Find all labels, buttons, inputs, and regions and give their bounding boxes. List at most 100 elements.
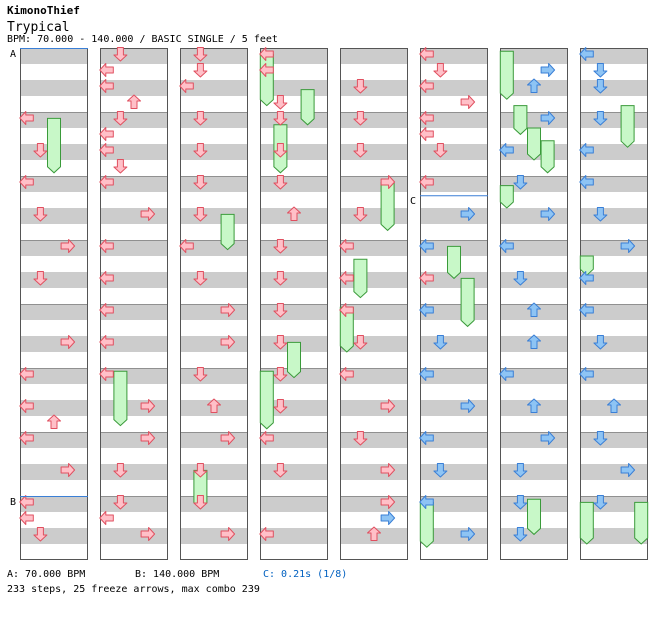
beat-stripe xyxy=(20,240,88,256)
column-border xyxy=(340,48,408,560)
beat-stripe xyxy=(420,336,488,352)
freeze-arrow xyxy=(499,185,514,209)
freeze-arrow xyxy=(47,117,61,174)
chart-stats: 233 steps, 25 freeze arrows, max combo 2… xyxy=(7,584,260,595)
left-arrow-note xyxy=(339,271,354,285)
beat-stripe xyxy=(420,80,488,96)
down-arrow-note xyxy=(353,143,368,158)
beat-stripe xyxy=(20,304,88,320)
beat-stripe xyxy=(580,304,648,320)
left-arrow-note xyxy=(179,239,194,253)
down-arrow-note xyxy=(273,335,288,350)
beat-stripe xyxy=(340,400,408,416)
song-title: Trypical xyxy=(7,20,70,35)
left-arrow-note xyxy=(99,303,114,317)
beat-stripe xyxy=(340,144,408,160)
left-arrow-note xyxy=(99,367,114,381)
right-arrow-note xyxy=(540,431,556,445)
left-arrow-note xyxy=(419,271,434,285)
beat-stripe xyxy=(100,48,168,64)
left-arrow-note xyxy=(259,527,274,541)
bpm-marker-b-label: B xyxy=(10,497,16,508)
left-arrow-note xyxy=(99,239,114,253)
down-arrow-note xyxy=(273,399,288,414)
down-arrow-note xyxy=(113,47,128,62)
column-border xyxy=(100,48,168,560)
down-arrow-note xyxy=(193,495,208,510)
left-arrow-note xyxy=(579,175,594,189)
freeze-arrow xyxy=(527,127,541,161)
column-border xyxy=(420,48,488,560)
beat-stripe xyxy=(20,432,88,448)
right-arrow-note xyxy=(540,111,556,125)
beat-stripe xyxy=(420,176,488,192)
freeze-arrow xyxy=(620,105,635,148)
down-arrow-note xyxy=(433,143,448,158)
freeze-arrow xyxy=(460,277,475,328)
beat-stripe xyxy=(580,464,648,480)
beat-stripe xyxy=(20,176,88,192)
right-arrow-note xyxy=(460,527,476,541)
left-arrow-note xyxy=(99,143,114,157)
down-arrow-note xyxy=(113,111,128,126)
beat-stripe xyxy=(100,176,168,192)
beat-stripe xyxy=(340,112,408,128)
left-arrow-note xyxy=(419,303,434,317)
up-arrow-note xyxy=(287,206,301,221)
beat-stripe xyxy=(20,48,88,64)
right-arrow-note xyxy=(140,207,156,221)
down-arrow-note xyxy=(513,463,528,478)
beat-stripe xyxy=(20,400,88,416)
right-arrow-note xyxy=(380,463,396,477)
right-arrow-note xyxy=(620,239,636,253)
beat-stripe xyxy=(100,272,168,288)
down-arrow-note xyxy=(593,207,608,222)
right-arrow-note xyxy=(220,303,236,317)
beat-stripe xyxy=(420,112,488,128)
beat-stripe xyxy=(340,496,408,512)
column-border xyxy=(500,48,568,560)
down-arrow-note xyxy=(273,367,288,382)
beat-stripe xyxy=(500,48,568,64)
freeze-arrow xyxy=(113,370,128,427)
down-arrow-note xyxy=(273,303,288,318)
left-arrow-note xyxy=(419,47,434,61)
down-arrow-note xyxy=(193,111,208,126)
beat-stripe xyxy=(100,336,168,352)
freeze-arrow xyxy=(339,306,354,353)
down-arrow-note xyxy=(513,495,528,510)
left-arrow-note xyxy=(19,431,34,445)
right-arrow-note xyxy=(380,511,396,525)
beat-stripe xyxy=(20,528,88,544)
beat-stripe xyxy=(20,336,88,352)
freeze-arrow xyxy=(540,140,555,174)
up-arrow-note xyxy=(527,302,541,317)
beat-stripe xyxy=(180,208,248,224)
beat-stripe xyxy=(340,176,408,192)
beat-stripe xyxy=(260,432,328,448)
beat-stripe xyxy=(420,432,488,448)
up-arrow-note xyxy=(47,414,61,429)
beat-stripe xyxy=(580,432,648,448)
beat-stripe xyxy=(100,304,168,320)
freeze-arrow xyxy=(353,258,368,299)
beat-stripe xyxy=(260,240,328,256)
right-arrow-note xyxy=(380,175,396,189)
beat-stripe xyxy=(100,112,168,128)
beat-stripe xyxy=(340,240,408,256)
beat-stripe xyxy=(180,272,248,288)
beat-stripe xyxy=(180,528,248,544)
beat-stripe xyxy=(180,496,248,512)
beat-stripe xyxy=(340,208,408,224)
right-arrow-note xyxy=(220,431,236,445)
beat-stripe xyxy=(420,208,488,224)
beat-stripe xyxy=(500,112,568,128)
freeze-arrow xyxy=(579,501,594,545)
beat-stripe xyxy=(580,48,648,64)
right-arrow-note xyxy=(140,527,156,541)
left-arrow-note xyxy=(99,127,114,141)
left-arrow-note xyxy=(259,47,274,61)
up-arrow-note xyxy=(527,334,541,349)
right-arrow-note xyxy=(60,239,76,253)
right-arrow-note xyxy=(60,335,76,349)
